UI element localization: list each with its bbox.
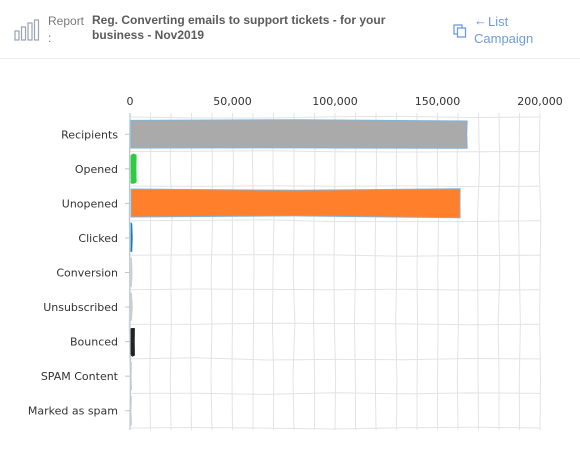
page-title: Reg. Converting emails to support ticket… (92, 13, 386, 42)
grid-line-vertical (538, 112, 542, 431)
bar-marked-as-spam[interactable] (130, 395, 132, 427)
grid-line-vertical (517, 112, 521, 431)
bar-chart-icon (14, 19, 40, 41)
grid-line-horizontal (129, 288, 541, 291)
report-label: Report : (48, 14, 85, 45)
grid-line-vertical (497, 112, 501, 430)
grid-line-vertical (190, 112, 193, 431)
bar-spam-content[interactable] (130, 362, 132, 391)
grid-line-vertical (313, 112, 316, 431)
grid-line-vertical (149, 112, 152, 431)
bar-unsubscribed[interactable] (130, 292, 133, 321)
grid-line-horizontal (129, 185, 541, 188)
grid-line-horizontal (129, 392, 541, 395)
grid-line-vertical (231, 112, 235, 431)
grid-line-horizontal (129, 254, 541, 257)
x-tick-label: 0 (127, 95, 134, 108)
grid-line-vertical (333, 113, 337, 431)
category-label: Bounced (70, 336, 118, 349)
x-tick-label: 100,000 (312, 95, 358, 108)
grid-line-vertical (395, 112, 398, 431)
chart-grid (128, 112, 542, 431)
grid-line-vertical (476, 112, 481, 431)
bar-recipients[interactable] (130, 119, 468, 149)
bar-unopened[interactable] (130, 188, 461, 219)
grid-line-horizontal (129, 426, 541, 430)
category-label: Recipients (61, 128, 118, 141)
x-tick-label: 150,000 (415, 95, 461, 108)
x-tick-label: 50,000 (213, 95, 252, 108)
arrow-left-icon: ← (474, 13, 487, 28)
grid-line-horizontal (129, 357, 541, 361)
grid-line-horizontal (129, 219, 541, 223)
grid-line-horizontal (129, 150, 541, 153)
grid-line-vertical (353, 112, 357, 431)
x-tick-label: 200,000 (517, 95, 563, 108)
copy-icon (453, 24, 467, 38)
grid-line-vertical (271, 112, 275, 431)
bar-clicked[interactable] (130, 222, 133, 253)
bar-bounced[interactable] (130, 327, 135, 357)
category-label: Opened (75, 163, 118, 176)
category-label: SPAM Content (41, 370, 119, 383)
category-label: Unopened (62, 197, 118, 210)
grid-line-vertical (456, 112, 459, 431)
list-campaign-link[interactable]: ← List Campaign (453, 12, 563, 48)
category-label: Clicked (78, 232, 118, 245)
grid-line-vertical (251, 112, 255, 431)
grid-line-vertical (210, 112, 214, 431)
bar-opened[interactable] (130, 153, 137, 184)
report-header: Report : Reg. Converting emails to suppo… (0, 0, 580, 59)
grid-line-horizontal (129, 115, 541, 119)
grid-line-vertical (292, 112, 296, 431)
category-label: Conversion (56, 267, 118, 280)
list-campaign-label: List Campaign (474, 14, 534, 46)
grid-line-vertical (416, 112, 419, 431)
grid-line-vertical (374, 112, 378, 431)
grid-line-horizontal (130, 322, 541, 326)
bar-conversion[interactable] (129, 256, 133, 288)
email-stats-chart: 0 50,000 100,000 150,000 200,000 Recipients Op… (28, 95, 563, 431)
grid-line-vertical (169, 112, 173, 431)
y-axis-line (128, 112, 132, 431)
grid-line-vertical (436, 112, 440, 430)
category-label: Marked as spam (28, 405, 118, 418)
category-label: Unsubscribed (43, 301, 118, 314)
